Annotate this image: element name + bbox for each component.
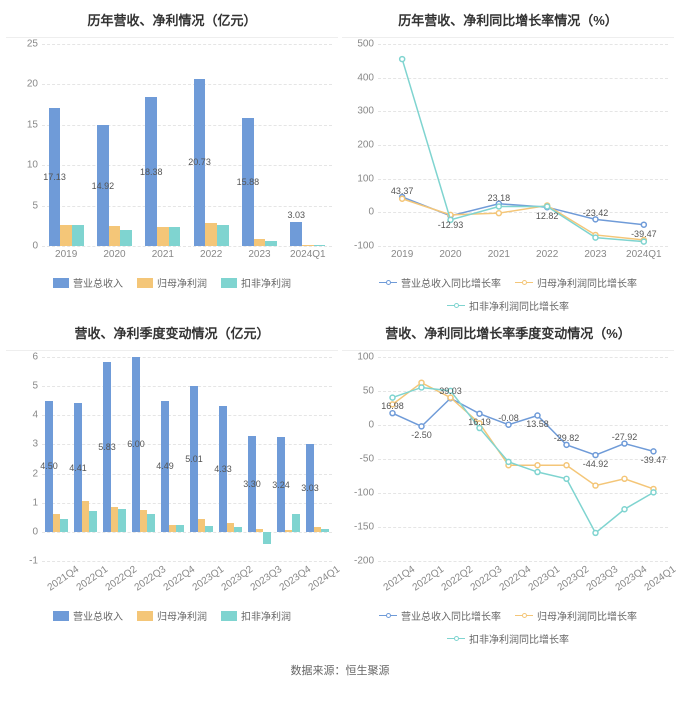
legend-item: 营业总收入 <box>53 275 123 290</box>
legend-item: 归母净利润同比增长率 <box>515 608 637 623</box>
legend-item: 扣非净利润同比增长率 <box>447 631 569 646</box>
legend-bl: 营业总收入归母净利润扣非净利润 <box>6 606 338 625</box>
chart-area-bl: -101234564.504.415.836.004.495.014.333.3… <box>6 350 338 600</box>
legend-item: 归母净利润同比增长率 <box>515 275 637 290</box>
dashboard-grid: 历年营收、净利情况（亿元） 051015202517.1314.9218.382… <box>0 0 680 654</box>
legend-item: 扣非净利润同比增长率 <box>447 298 569 313</box>
legend-tl: 营业总收入归母净利润扣非净利润 <box>6 273 338 292</box>
chart-area-tl: 051015202517.1314.9218.3820.7315.883.032… <box>6 37 338 267</box>
legend-item: 营业总收入同比增长率 <box>379 275 501 290</box>
chart-title: 历年营收、净利同比增长率情况（%） <box>342 10 674 29</box>
legend-tr: 营业总收入同比增长率归母净利润同比增长率扣非净利润同比增长率 <box>342 273 674 315</box>
legend-item: 扣非净利润 <box>221 275 291 290</box>
legend-item: 归母净利润 <box>137 275 207 290</box>
legend-item: 营业总收入 <box>53 608 123 623</box>
data-source-footer: 数据来源：恒生聚源 <box>0 654 680 688</box>
chart-area-br: -200-150-100-5005010016.98-2.5039.0316.1… <box>342 350 674 600</box>
legend-item: 营业总收入同比增长率 <box>379 608 501 623</box>
panel-bottom-left: 营收、净利季度变动情况（亿元） -101234564.504.415.836.0… <box>6 319 338 648</box>
chart-title: 历年营收、净利情况（亿元） <box>6 10 338 29</box>
legend-br: 营业总收入同比增长率归母净利润同比增长率扣非净利润同比增长率 <box>342 606 674 648</box>
chart-area-tr: -100010020030040050043.37-12.9323.1812.8… <box>342 37 674 267</box>
panel-top-right: 历年营收、净利同比增长率情况（%） -100010020030040050043… <box>342 6 674 315</box>
legend-item: 归母净利润 <box>137 608 207 623</box>
panel-bottom-right: 营收、净利同比增长率季度变动情况（%） -200-150-100-5005010… <box>342 319 674 648</box>
legend-item: 扣非净利润 <box>221 608 291 623</box>
chart-title: 营收、净利季度变动情况（亿元） <box>6 323 338 342</box>
panel-top-left: 历年营收、净利情况（亿元） 051015202517.1314.9218.382… <box>6 6 338 315</box>
chart-title: 营收、净利同比增长率季度变动情况（%） <box>342 323 674 342</box>
